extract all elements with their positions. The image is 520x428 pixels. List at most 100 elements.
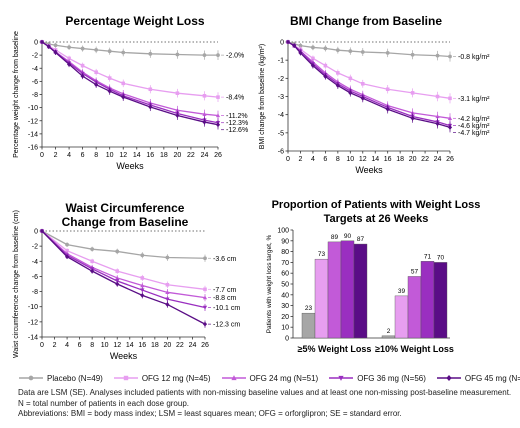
y-tick-label: 70 [281,260,289,267]
data-point-placebo [298,43,303,48]
chart-title: Percentage Weight Loss [65,14,204,28]
data-point-ofg45 [64,254,70,260]
data-point-ofg12 [435,94,440,99]
series-line-ofg24 [287,41,451,119]
data-point-ofg12 [448,96,452,101]
x-tick-label: 20 [173,152,181,159]
y-axis-title: BMI change from baseline (kg/m²) [259,44,266,149]
x-tick-label: 26 [201,342,209,349]
end-label-ofg24: -11.2% [226,113,248,120]
chart-title: BMI Change from Baseline [290,14,442,28]
bar-value-label: 2 [387,328,391,335]
x-tick-label: 4 [67,152,71,159]
y-tick-label: -8 [32,92,38,99]
y-axis-title: Patients with weight loss target, % [266,234,273,333]
series-line-ofg12 [41,230,206,290]
end-label-ofg36: -12.3% [226,120,248,127]
x-tick-label: 0 [40,342,44,349]
y-tick-label: 0 [285,336,289,343]
x-tick-label: 24 [189,342,197,349]
x-tick-label: 26 [446,156,454,163]
data-point-ofg24 [447,115,453,120]
bar-value-label: 73 [318,251,326,258]
data-point-ofg45 [175,113,180,118]
legend-marker [123,375,129,381]
data-point-placebo [165,255,170,260]
chart-subtitle: Targets at 26 Weeks [324,213,429,225]
bar-ofg36 [340,240,355,339]
legend-marker [28,375,34,381]
bar-value-label: 87 [357,236,365,243]
y-tick-label: -10 [28,304,38,311]
end-label-ofg12: -8.4% [226,95,244,102]
data-point-ofg45 [39,39,45,45]
data-point-ofg12 [148,87,153,92]
data-point-ofg12 [80,63,85,68]
data-point-ofg24 [435,114,440,119]
data-point-placebo [175,52,180,57]
data-point-ofg12 [90,259,94,264]
data-point-ofg24 [215,113,221,118]
y-tick-label: 50 [281,282,289,289]
bar-placebo [301,312,316,339]
legend-item-ofg24: OFG 24 mg (N=51) [221,373,318,383]
data-point-ofg12 [202,94,207,98]
data-point-ofg12 [67,56,71,61]
end-label-ofg12: -3.1 kg/m² [458,96,490,103]
line-chart-0: Percentage Weight Loss 0 -2 -4 -6 -8 -10 -12 -14… [13,14,248,171]
legend-swatch [329,375,354,381]
bar-ofg12 [394,295,409,339]
bar-value-label: 89 [331,234,339,241]
data-point-ofg24 [202,295,208,300]
y-tick-label: 0 [34,40,38,47]
footnote-data-note: Data are LSM (SE). Analyses included pat… [18,388,512,408]
data-point-placebo [94,47,99,52]
data-point-ofg45 [298,50,303,56]
legend-label: OFG 45 mg (N=57) [464,373,520,383]
x-tick-label: 14 [133,152,141,159]
y-tick-label: 10 [281,325,289,332]
legend-label: Placebo (N=49) [47,373,103,383]
end-label-placebo: -0.8 kg/m² [458,54,490,61]
data-point-ofg24 [202,111,207,116]
x-tick-label: 0 [286,156,290,163]
data-point-ofg12 [311,56,315,61]
end-label-ofg45: -4.7 kg/m² [458,130,490,137]
bar-value-label: 71 [424,253,432,260]
end-label-ofg45: -12.6% [226,127,248,134]
y-tick-label: -16 [28,145,38,152]
data-point-ofg45 [385,106,390,112]
chart-title: Proportion of Patients with Weight Loss [272,199,481,211]
data-point-ofg12 [360,81,365,86]
series-line-ofg36 [287,41,451,127]
y-tick-label: 30 [281,303,289,310]
data-point-ofg24 [115,275,120,280]
end-label-ofg24: -8.8 cm [213,295,237,302]
legend: Placebo (N=49) OFG 12 mg (N=45) OFG 24 mg … [18,371,520,385]
data-point-ofg12 [410,91,415,95]
end-label-ofg36: -10.1 cm [213,305,240,312]
legend-marker [338,375,344,381]
series-line-ofg36 [41,41,219,124]
footnote-abbreviations: Abbreviations: BMI = body mass index; LS… [18,409,402,419]
x-tick-label: 6 [323,156,327,163]
data-point-ofg45 [410,115,415,121]
data-point-placebo [216,53,220,58]
x-tick-label: 14 [371,156,379,163]
bar-ofg24 [327,241,342,339]
legend-swatch [113,375,138,381]
x-tick-label: 16 [146,152,154,159]
data-point-placebo [323,46,328,51]
y-tick-label: -2 [278,76,284,83]
data-point-placebo [348,49,353,53]
data-point-placebo [80,46,85,51]
y-tick-label: -6 [278,149,284,156]
x-tick-label: 22 [421,156,429,163]
y-tick-label: 100 [277,228,289,235]
data-point-ofg45 [148,104,153,110]
x-tick-label: 12 [113,342,121,349]
data-point-placebo [140,253,145,258]
x-tick-label: 14 [126,342,134,349]
x-tick-label: 24 [434,156,442,163]
